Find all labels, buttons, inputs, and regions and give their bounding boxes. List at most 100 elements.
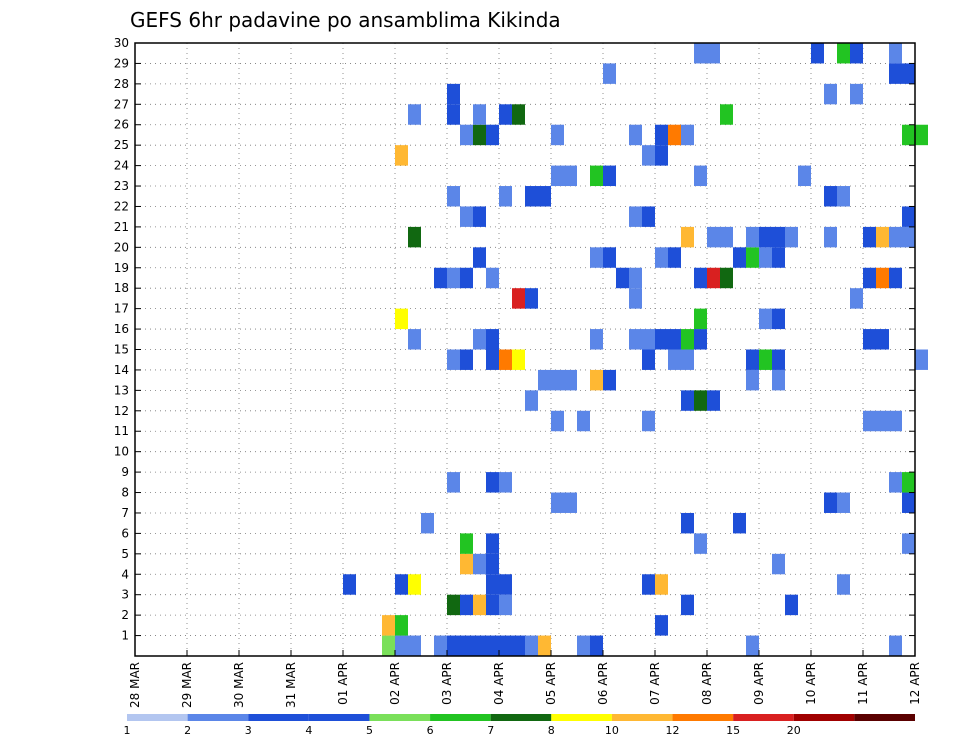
precip-cell [837, 43, 850, 64]
y-tick-label: 11 [114, 424, 129, 438]
precip-cell [850, 43, 863, 64]
precip-cell [473, 247, 486, 268]
y-tick-label: 19 [114, 261, 129, 275]
precip-cell [395, 145, 408, 166]
precip-cell [603, 63, 616, 84]
colorbar-swatch [127, 714, 188, 721]
precip-cell [447, 635, 460, 656]
x-tick-label: 12 APR [908, 662, 922, 705]
precip-cell [889, 43, 902, 64]
precip-cell [681, 329, 694, 350]
precip-cell [668, 329, 681, 350]
precip-cell [499, 349, 512, 370]
x-tick-label: 08 APR [700, 662, 714, 705]
precip-cell [902, 63, 915, 84]
colorbar-label: 4 [305, 724, 312, 737]
precip-cell [486, 553, 499, 575]
precip-cell [473, 553, 486, 575]
precip-cell [486, 574, 499, 595]
colorbar-label: 8 [548, 724, 555, 737]
colorbar-label: 5 [366, 724, 373, 737]
x-tick-label: 28 MAR [128, 662, 142, 708]
precip-cell [460, 553, 473, 575]
precip-cell [551, 124, 564, 146]
precip-cell [681, 124, 694, 146]
precip-cell [668, 247, 681, 268]
colorbar-swatch [733, 714, 794, 721]
colorbar-swatch [854, 714, 915, 721]
precip-cell [460, 267, 473, 289]
colorbar-label: 15 [726, 724, 740, 737]
precip-cell [551, 410, 564, 432]
x-tick-label: 29 MAR [180, 662, 194, 708]
y-tick-label: 13 [114, 383, 129, 397]
precip-cell [889, 472, 902, 493]
precip-cell [499, 635, 512, 656]
x-tick-label: 05 APR [544, 662, 558, 705]
precip-cell [512, 349, 525, 370]
precip-cell [915, 349, 928, 370]
precip-cell [889, 267, 902, 289]
precip-cell [746, 349, 759, 370]
y-tick-label: 16 [114, 322, 129, 336]
precip-cell [564, 369, 577, 391]
precip-cell [538, 186, 551, 207]
precip-cell [746, 369, 759, 391]
precip-cell [694, 329, 707, 350]
precip-cell [616, 267, 629, 289]
precip-cell [655, 247, 668, 268]
precip-cell [499, 594, 512, 616]
x-tick-label: 31 MAR [284, 662, 298, 708]
precip-cell [564, 165, 577, 187]
colorbar-swatch [248, 714, 309, 721]
precip-cell [538, 635, 551, 656]
precip-cell [447, 594, 460, 616]
precip-cell [642, 410, 655, 432]
precip-cell [824, 186, 837, 207]
precip-cell [408, 329, 421, 350]
precip-cell [551, 492, 564, 513]
precip-cell [512, 635, 525, 656]
y-tick-label: 30 [114, 36, 129, 50]
colorbar-label: 12 [666, 724, 680, 737]
precip-cell [460, 594, 473, 616]
precip-cell [798, 165, 811, 187]
precip-cell [395, 308, 408, 330]
precip-cell [876, 267, 889, 289]
x-tick-label: 09 APR [752, 662, 766, 705]
colorbar-label: 7 [487, 724, 494, 737]
precip-cell [876, 410, 889, 432]
colorbar-label: 10 [605, 724, 619, 737]
colorbar-swatch [611, 714, 673, 721]
x-tick-label: 11 APR [856, 662, 870, 705]
precip-cell [343, 574, 356, 595]
y-tick-label: 9 [121, 465, 129, 479]
precip-cell [629, 267, 642, 289]
y-tick-label: 7 [121, 506, 129, 520]
y-tick-label: 6 [121, 526, 129, 540]
precip-cell [486, 594, 499, 616]
y-tick-label: 15 [114, 343, 129, 357]
precip-cell [499, 472, 512, 493]
precip-cell [850, 288, 863, 309]
colorbar-swatch [187, 714, 249, 721]
y-tick-label: 27 [114, 97, 129, 111]
precip-cell [694, 308, 707, 330]
y-tick-label: 23 [114, 179, 129, 193]
colorbar-swatch [490, 714, 552, 721]
precip-cell [889, 410, 902, 432]
precip-cell [486, 635, 499, 656]
precip-cell [655, 329, 668, 350]
precip-cell [902, 472, 915, 493]
y-tick-label: 8 [121, 486, 129, 500]
y-tick-label: 22 [114, 199, 129, 213]
precip-cell [447, 349, 460, 370]
colorbar-label: 20 [787, 724, 801, 737]
precip-cell [850, 83, 863, 105]
precip-cell [642, 574, 655, 595]
precip-cell [538, 369, 551, 391]
x-tick-label: 02 APR [388, 662, 402, 705]
precip-cell [655, 145, 668, 166]
precip-cell [824, 492, 837, 513]
precip-cell [460, 349, 473, 370]
